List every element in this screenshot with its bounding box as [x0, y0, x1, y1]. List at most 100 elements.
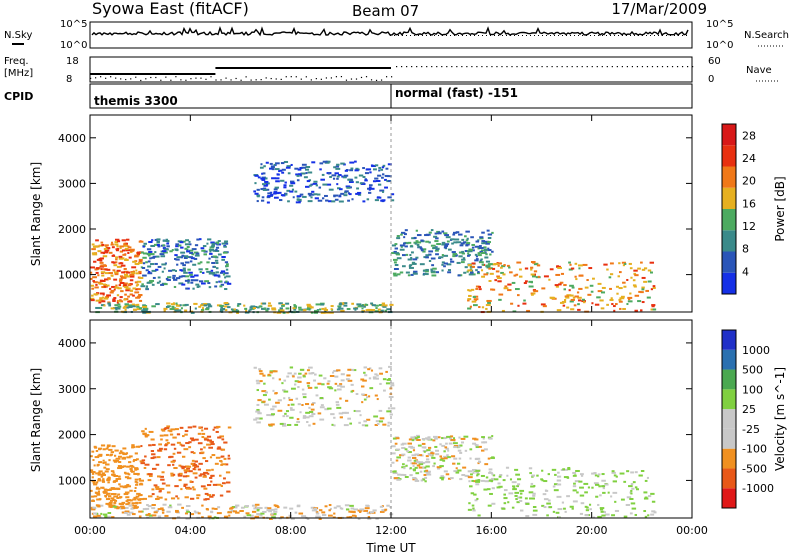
velocity-echo-point: [106, 493, 109, 496]
nave-point: [295, 76, 297, 78]
velocity-echo-point: [258, 513, 262, 516]
velocity-echo-point: [475, 446, 480, 449]
velocity-echo-point: [400, 473, 404, 476]
power-echo-point: [308, 194, 312, 197]
power-echo-point: [293, 305, 298, 308]
power-echo-point: [155, 303, 160, 306]
power-echo-point: [283, 184, 287, 187]
velocity-echo-point: [395, 459, 399, 462]
velocity-echo-point: [368, 395, 371, 398]
velocity-echo-point: [515, 498, 518, 501]
nave-point: [305, 76, 307, 78]
power-echo-point: [477, 271, 480, 274]
velocity-echo-point: [166, 510, 171, 513]
power-echo-point: [183, 271, 188, 274]
power-echo-point: [215, 246, 220, 249]
velocity-echo-point: [210, 480, 213, 483]
velocity-echo-point: [308, 424, 311, 427]
velocity-echo-point: [635, 488, 640, 491]
velocity-echo-point: [375, 517, 379, 520]
power-ytick-label: 1000: [58, 269, 86, 282]
velocity-echo-point: [146, 513, 150, 516]
power-echo-point: [282, 311, 286, 314]
velocity-echo-point: [579, 473, 584, 476]
power-echo-point: [578, 267, 581, 270]
velocity-echo-point: [360, 378, 365, 381]
power-echo-point: [166, 302, 171, 305]
nave-point: [616, 66, 618, 68]
velocity-echo-point: [141, 510, 144, 513]
velocity-echo-point: [177, 497, 180, 500]
velocity-echo-point: [341, 411, 347, 414]
velocity-echo-point: [327, 380, 331, 383]
power-echo-point: [646, 296, 651, 299]
power-echo-point: [366, 168, 372, 171]
power-echo-point: [489, 272, 494, 275]
velocity-echo-point: [347, 379, 353, 382]
velocity-echo-point: [401, 446, 406, 449]
nave-point: [350, 78, 353, 80]
power-echo-point: [333, 195, 336, 198]
power-echo-point: [463, 271, 467, 274]
velocity-echo-point: [135, 483, 139, 486]
nsearch-point: [394, 35, 395, 36]
power-echo-point: [186, 248, 189, 251]
power-colorbar-swatch: [722, 124, 736, 146]
power-echo-point: [91, 243, 95, 246]
power-echo-point: [480, 258, 483, 261]
power-echo-point: [569, 300, 574, 303]
velocity-echo-point: [212, 494, 215, 497]
power-echo-point: [159, 253, 165, 256]
velocity-echo-point: [126, 477, 132, 480]
velocity-echo-point: [540, 478, 544, 481]
power-echo-point: [652, 308, 657, 311]
velocity-echo-point: [472, 442, 477, 445]
power-echo-point: [483, 273, 489, 276]
velocity-echo-point: [258, 368, 262, 371]
power-echo-point: [441, 269, 444, 272]
velocity-echo-point: [172, 473, 176, 476]
velocity-colorbar-swatch: [722, 428, 736, 449]
velocity-echo-point: [91, 480, 96, 483]
velocity-echo-point: [290, 387, 296, 390]
power-echo-point: [119, 265, 122, 268]
velocity-echo-point: [108, 476, 111, 479]
power-echo-point: [219, 271, 224, 274]
power-echo-point: [486, 264, 491, 267]
velocity-echo-point: [471, 468, 477, 471]
velocity-echo-point: [585, 509, 590, 512]
velocity-echo-point: [357, 517, 361, 520]
power-echo-point: [444, 234, 450, 237]
velocity-echo-point: [148, 495, 153, 498]
velocity-echo-point: [338, 412, 344, 415]
velocity-echo-point: [145, 434, 150, 437]
power-echo-point: [129, 279, 134, 282]
velocity-echo-point: [623, 515, 628, 518]
velocity-echo-point: [302, 375, 306, 378]
power-echo-point: [366, 198, 370, 201]
velocity-echo-point: [427, 436, 431, 439]
power-echo-point: [468, 248, 474, 251]
power-echo-point: [293, 308, 297, 311]
power-echo-point: [188, 243, 192, 246]
velocity-echo-point: [543, 480, 548, 483]
velocity-echo-point: [475, 471, 479, 474]
velocity-echo-point: [119, 466, 123, 469]
power-echo-point: [340, 192, 345, 195]
power-echo-point: [281, 171, 285, 174]
power-echo-point: [434, 249, 439, 252]
power-echo-point: [336, 183, 339, 186]
power-echo-point: [138, 294, 143, 297]
power-echo-point: [471, 243, 475, 246]
velocity-echo-point: [484, 463, 489, 466]
power-echo-point: [563, 284, 567, 287]
nsearch-point: [462, 35, 463, 36]
power-echo-point: [441, 241, 446, 244]
velocity-echo-point: [297, 386, 300, 389]
power-echo-point: [441, 254, 444, 257]
velocity-echo-point: [594, 474, 598, 477]
velocity-echo-point: [273, 504, 277, 507]
power-echo-point: [465, 244, 469, 247]
power-echo-point: [211, 242, 215, 245]
